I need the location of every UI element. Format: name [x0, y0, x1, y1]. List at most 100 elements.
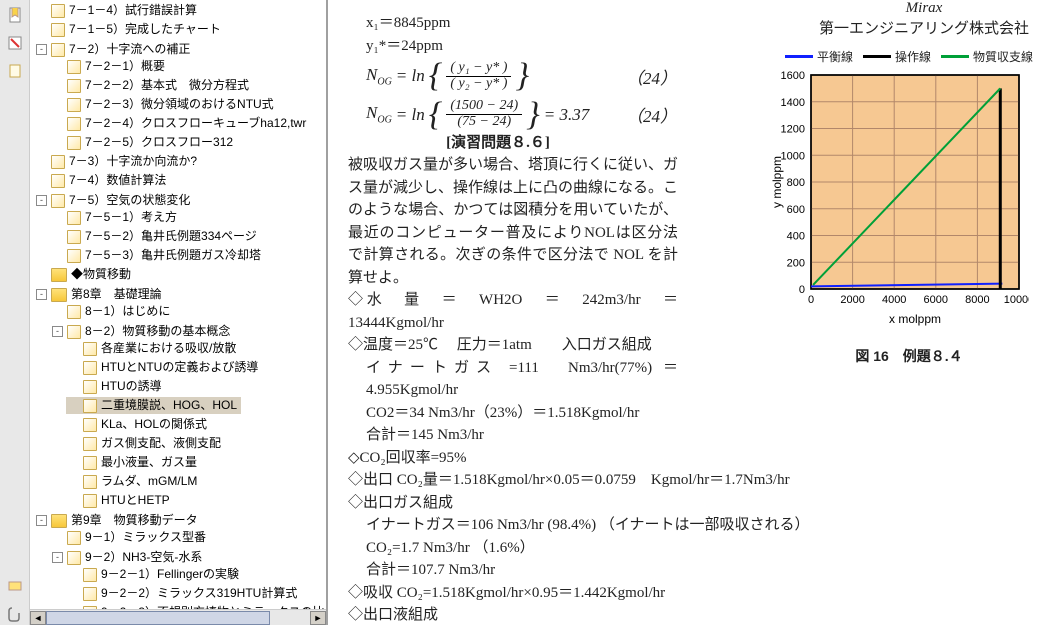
- note-icon[interactable]: [4, 32, 26, 54]
- company-header: Mirax 第一エンジニアリング株式会社: [819, 0, 1029, 38]
- clip-icon[interactable]: [4, 603, 26, 625]
- pin-icon[interactable]: [4, 575, 26, 597]
- tree-item[interactable]: 8－1）はじめに: [50, 303, 174, 320]
- document-icon: [83, 437, 97, 451]
- tree-item[interactable]: 最小液量、ガス量: [66, 454, 201, 471]
- tree-item[interactable]: 9－1）ミラックス型番: [50, 529, 210, 546]
- tree-item[interactable]: 7－2－1）概要: [50, 58, 169, 75]
- svg-text:4000: 4000: [882, 294, 906, 306]
- tree-item[interactable]: 7－3）十字流か向流か?: [34, 153, 201, 170]
- document-icon: [67, 79, 81, 93]
- spacer: [68, 495, 79, 506]
- tree-item[interactable]: 7－4）数値計算法: [34, 172, 170, 189]
- tree-item[interactable]: HTUの誘導: [66, 378, 166, 395]
- tree-item[interactable]: HTUとNTUの定義および誘導: [66, 359, 262, 376]
- collapse-icon[interactable]: -: [36, 515, 47, 526]
- tree-item[interactable]: ラムダ、mGM/LM: [66, 473, 201, 490]
- page-icon[interactable]: [4, 60, 26, 82]
- spacer: [68, 476, 79, 487]
- tree-item-label: 7－5）空気の状態変化: [67, 192, 192, 209]
- tree-item[interactable]: 7－5－1）考え方: [50, 209, 181, 226]
- tree-item[interactable]: 9－2－2）ミラックス319HTU計算式: [66, 585, 301, 602]
- left-toolbar: [0, 0, 30, 625]
- tree-item[interactable]: 7－1－5）完成したチャート: [34, 21, 225, 38]
- legend-swatch: [863, 55, 891, 58]
- tree-item[interactable]: 7－5－3）亀井氏例題ガス冷却塔: [50, 247, 265, 264]
- temp-line: ◇温度＝25℃ 圧力＝1atm 入口ガス組成: [348, 334, 678, 357]
- svg-text:1400: 1400: [781, 97, 805, 109]
- spacer: [36, 24, 47, 35]
- legend-item: 物質収支線: [941, 48, 1033, 65]
- document-icon: [51, 174, 65, 188]
- tree-item[interactable]: -第9章 物質移動データ: [34, 512, 202, 529]
- collapse-icon[interactable]: -: [52, 552, 63, 563]
- bookmark-icon[interactable]: [4, 4, 26, 26]
- tree-item[interactable]: KLa、HOLの関係式: [66, 416, 211, 433]
- co2-line: CO2＝34 Nm3/hr（23%）＝1.518Kgmol/hr: [348, 402, 678, 425]
- spacer: [68, 400, 79, 411]
- spacer: [68, 343, 79, 354]
- collapse-icon[interactable]: -: [36, 44, 47, 55]
- spacer: [68, 588, 79, 599]
- document-icon: [67, 211, 81, 225]
- legend-label: 物質収支線: [973, 48, 1033, 65]
- spacer: [68, 569, 79, 580]
- tree-item-label: 7－2－4）クロスフローキューブha12,twr: [83, 115, 308, 132]
- scroll-right-button[interactable]: ►: [310, 611, 326, 625]
- tree-item[interactable]: -第8章 基礎理論: [34, 286, 166, 303]
- legend-swatch: [941, 55, 969, 58]
- svg-text:200: 200: [787, 257, 805, 269]
- collapse-icon[interactable]: -: [36, 289, 47, 300]
- tree-item[interactable]: 7－5－2）亀井氏例題334ページ: [50, 228, 261, 245]
- tree-item[interactable]: 7－2－2）基本式 微分方程式: [50, 77, 253, 94]
- document-icon: [83, 380, 97, 394]
- tree-horizontal-scrollbar[interactable]: ◄ ►: [30, 609, 326, 625]
- document-icon: [51, 43, 65, 57]
- tree-item-label: 9－2－2）ミラックス319HTU計算式: [99, 585, 299, 602]
- svg-text:2000: 2000: [840, 294, 864, 306]
- spacer: [52, 118, 63, 129]
- document-icon: [67, 98, 81, 112]
- collapse-icon[interactable]: -: [52, 326, 63, 337]
- chart-legend: 平衡線操作線物質収支線: [769, 48, 1049, 65]
- document-icon: [83, 606, 97, 610]
- svg-text:1200: 1200: [781, 124, 805, 136]
- tree-item[interactable]: 7－2－5）クロスフロー312: [50, 134, 237, 151]
- scroll-left-button[interactable]: ◄: [30, 611, 46, 625]
- document-icon: [83, 456, 97, 470]
- spacer: [68, 381, 79, 392]
- tree-item[interactable]: 7－1－4）試行錯誤計算: [34, 2, 201, 19]
- spacer: [36, 5, 47, 16]
- scroll-thumb[interactable]: [46, 611, 270, 625]
- svg-text:0: 0: [799, 284, 805, 296]
- tree-item-label: 7－5－1）考え方: [83, 209, 179, 226]
- tree-item[interactable]: - 8－2）物質移動の基本概念: [50, 323, 234, 340]
- tree-item-label: 7－2－2）基本式 微分方程式: [83, 77, 251, 94]
- document-tree[interactable]: 7－1－4）試行錯誤計算7－1－5）完成したチャート-7－2）十字流への補正7－…: [32, 2, 326, 609]
- tree-item[interactable]: ◆物質移動: [34, 266, 135, 283]
- tree-item[interactable]: 7－2－3）微分領域のおけるNTU式: [50, 96, 278, 113]
- tree-item[interactable]: 9－2－3）不規則充填物とミラックスの比: [66, 604, 326, 609]
- collapse-icon[interactable]: -: [36, 195, 47, 206]
- tree-item-label: 各産業における吸収/放散: [99, 340, 238, 357]
- svg-text:600: 600: [787, 204, 805, 216]
- legend-item: 操作線: [863, 48, 931, 65]
- tree-item[interactable]: 9－2－1）Fellingerの実験: [66, 566, 243, 583]
- tree-item[interactable]: 7－2－4）クロスフローキューブha12,twr: [50, 115, 310, 132]
- tree-item[interactable]: -7－2）十字流への補正: [34, 41, 194, 58]
- tree-item-label: 9－2－3）不規則充填物とミラックスの比: [99, 604, 326, 609]
- tree-item[interactable]: ガス側支配、液側支配: [66, 435, 225, 452]
- tree-item[interactable]: 各産業における吸収/放散: [66, 340, 240, 357]
- spacer: [52, 532, 63, 543]
- spacer: [52, 99, 63, 110]
- tree-item[interactable]: - 7－5）空気の状態変化: [34, 192, 194, 209]
- tree-item[interactable]: 二重境膜説、HOG、HOL: [66, 397, 241, 414]
- problem-paragraph: 被吸収ガス量が多い場合、塔頂に行くに従い、ガス量が減少し、操作線は上に凸の曲線に…: [348, 154, 678, 289]
- svg-text:10000: 10000: [1004, 294, 1029, 306]
- svg-text:x molppm: x molppm: [889, 312, 941, 326]
- tree-item-label: 8－2）物質移動の基本概念: [83, 323, 232, 340]
- scroll-track[interactable]: [46, 611, 310, 625]
- svg-text:0: 0: [808, 294, 814, 306]
- tree-item[interactable]: -9－2）NH3-空気-水系: [50, 549, 206, 566]
- tree-item[interactable]: HTUとHETP: [66, 492, 174, 509]
